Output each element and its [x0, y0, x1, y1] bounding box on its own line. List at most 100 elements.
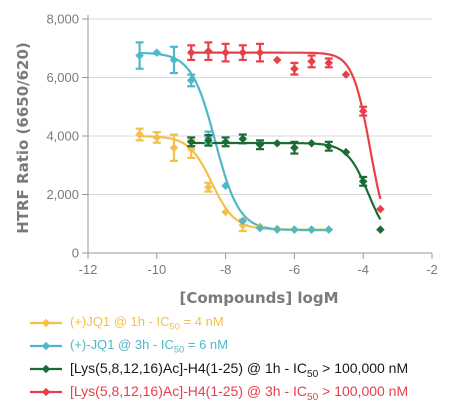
- fit-curve-0: [139, 135, 329, 231]
- data-point: [255, 223, 265, 233]
- legend-swatch: [30, 318, 62, 328]
- data-point: [307, 139, 316, 148]
- marker-diamond: [324, 225, 334, 234]
- data-point: [376, 225, 385, 234]
- x-tick-label: -12: [79, 262, 98, 277]
- marker-diamond: [255, 223, 265, 233]
- data-point: [290, 225, 299, 234]
- marker-diamond: [255, 140, 265, 150]
- data-point: [376, 204, 385, 214]
- x-axis-title: [Compounds] logM: [179, 289, 338, 307]
- legend-swatch-marker: [41, 364, 51, 374]
- marker-diamond: [376, 204, 385, 214]
- legend-swatch: [30, 364, 62, 374]
- marker-diamond: [324, 58, 334, 68]
- x-tick-label: -8: [220, 262, 232, 277]
- legend-label: (+)-JQ1 @ 3h - IC50 = 6 nM: [70, 337, 228, 355]
- data-point: [255, 139, 265, 151]
- marker-diamond: [221, 181, 230, 190]
- legend-swatch: [30, 387, 62, 397]
- data-point: [290, 61, 299, 76]
- data-point: [135, 127, 144, 142]
- marker-diamond: [324, 141, 334, 151]
- data-point: [307, 54, 316, 69]
- marker-diamond: [221, 137, 230, 147]
- marker-diamond: [307, 139, 316, 148]
- marker-diamond: [358, 106, 368, 116]
- data-point: [221, 207, 230, 217]
- y-axis-title: HTRF Ratio (6650/620): [14, 42, 32, 234]
- fit-curve-3: [191, 51, 382, 200]
- data-point: [238, 133, 248, 145]
- x-tick-label: -4: [357, 262, 369, 277]
- marker-diamond: [152, 48, 162, 57]
- legend-swatch: [30, 341, 62, 351]
- marker-diamond: [238, 134, 248, 144]
- data-point: [221, 42, 230, 63]
- legend-swatch-marker: [41, 341, 51, 351]
- data-point: [238, 44, 248, 62]
- data-point: [204, 41, 213, 62]
- chart: 0 2,000 4,000 6,000 8,000 -12 -10 -8 -6 -4 -2 [Com…: [14, 12, 438, 308]
- data-points: [135, 41, 385, 234]
- data-point: [169, 45, 179, 75]
- marker-diamond: [255, 48, 265, 57]
- legend-swatch-marker: [41, 387, 51, 397]
- data-point: [290, 140, 299, 155]
- marker-diamond: [204, 136, 213, 145]
- y-tick-label: 8,000: [46, 12, 79, 27]
- x-tick-label: -10: [147, 262, 166, 277]
- marker-diamond: [341, 70, 351, 79]
- data-point: [169, 133, 179, 162]
- marker-diamond: [135, 51, 144, 60]
- data-point: [186, 44, 196, 62]
- marker-diamond: [238, 216, 248, 226]
- marker-diamond: [290, 64, 299, 73]
- data-point: [324, 57, 334, 69]
- axes: 0 2,000 4,000 6,000 8,000 -12 -10 -8 -6 -4 -2: [46, 12, 437, 278]
- data-point: [152, 48, 162, 57]
- marker-diamond: [272, 225, 282, 234]
- marker-diamond: [221, 207, 230, 217]
- y-tick-label: 2,000: [46, 187, 79, 202]
- marker-diamond: [341, 147, 351, 157]
- data-point: [186, 136, 196, 148]
- data-point: [324, 225, 334, 234]
- marker-diamond: [221, 48, 230, 57]
- data-point: [204, 181, 213, 193]
- fit-curve-1: [139, 51, 329, 232]
- marker-diamond: [238, 220, 248, 230]
- data-point: [307, 225, 316, 234]
- data-point: [358, 105, 368, 117]
- marker-diamond: [186, 137, 196, 147]
- data-point: [272, 139, 282, 148]
- marker-diamond: [307, 57, 316, 66]
- marker-diamond: [376, 225, 385, 234]
- marker-diamond: [204, 182, 213, 192]
- data-point: [135, 41, 144, 70]
- data-point: [238, 216, 248, 226]
- marker-diamond: [135, 130, 144, 139]
- marker-diamond: [358, 177, 368, 186]
- marker-diamond: [186, 48, 196, 57]
- marker-diamond: [290, 225, 299, 234]
- marker-diamond: [238, 48, 248, 57]
- data-point: [358, 175, 368, 187]
- marker-diamond: [290, 143, 299, 152]
- marker-diamond: [272, 139, 282, 148]
- marker-diamond: [169, 143, 179, 152]
- data-point: [341, 147, 351, 157]
- marker-diamond: [272, 55, 282, 65]
- y-tick-label: 4,000: [46, 129, 79, 144]
- marker-diamond: [152, 133, 162, 142]
- marker-diamond: [204, 46, 213, 56]
- data-point: [221, 136, 230, 148]
- marker-diamond: [169, 55, 179, 65]
- legend-label: [Lys(5,8,12,16)Ac]-H4(1-25) @ 3h - IC50 …: [70, 383, 409, 403]
- y-tick-label: 0: [72, 246, 79, 261]
- marker-diamond: [307, 225, 316, 234]
- data-point: [186, 73, 196, 88]
- data-point: [204, 134, 213, 147]
- legend-label: (+)JQ1 @ 1h - IC50 = 4 nM: [70, 314, 224, 332]
- data-point: [152, 131, 162, 144]
